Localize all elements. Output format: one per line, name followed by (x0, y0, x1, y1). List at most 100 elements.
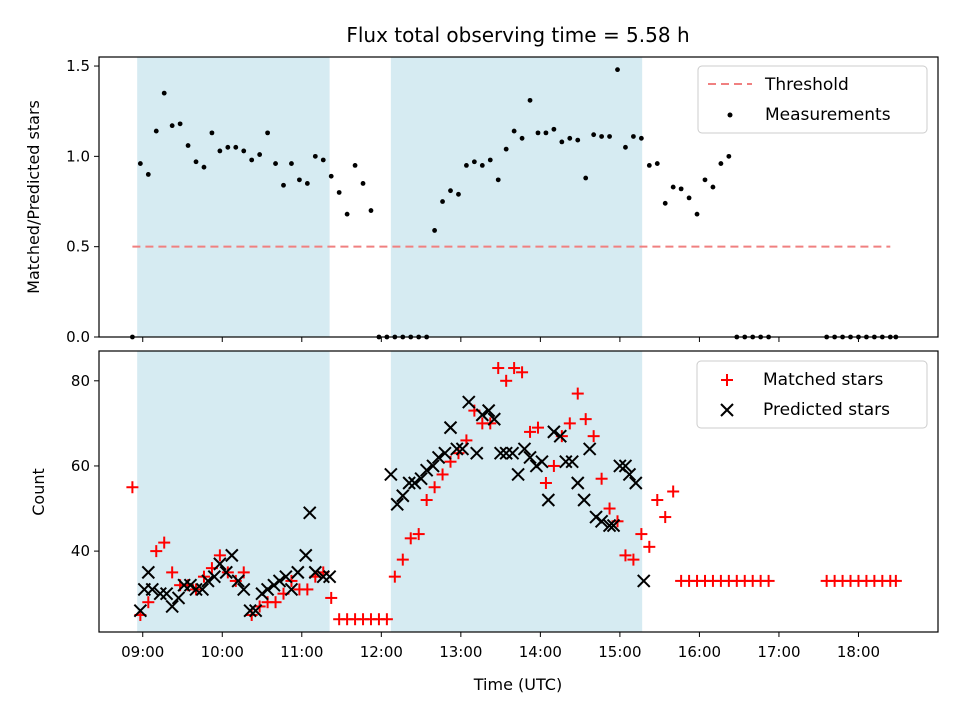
predicted-star-point (213, 557, 227, 571)
predicted-star-point (237, 582, 251, 597)
predicted-star-stroke (481, 403, 496, 418)
predicted-star-stroke (622, 467, 637, 482)
predicted-star-point (260, 582, 275, 597)
measurement-point (440, 199, 445, 204)
measurement-point (137, 161, 143, 166)
predicted-star-point (629, 476, 643, 490)
chart-title: Flux total observing time = 5.58 h (346, 23, 689, 47)
measurement-point (535, 130, 541, 136)
measurement-point (615, 67, 620, 73)
predicted-star-point (475, 408, 490, 422)
bottom-plot-frame (98, 350, 939, 633)
predicted-star-stroke (547, 425, 561, 439)
predicted-star-point (426, 459, 440, 473)
matched-star-point (213, 549, 226, 562)
matched-star-point (579, 413, 592, 426)
predicted-star-point (455, 442, 470, 456)
predicted-star-stroke (308, 565, 323, 580)
top-plot-frame (98, 56, 939, 338)
predicted-star-point (462, 395, 476, 409)
predicted-star-stroke (511, 467, 525, 482)
predicted-star-point (207, 569, 222, 584)
predicted-star-stroke (303, 506, 317, 520)
measurement-point (249, 157, 255, 163)
matched-star-point (412, 528, 425, 541)
matched-star-point (388, 570, 401, 583)
predicted-star-point (316, 569, 330, 584)
measurement-point (646, 162, 652, 168)
measurement-point (710, 184, 716, 190)
predicted-star-stroke (165, 599, 179, 614)
matched-star-point (524, 425, 537, 438)
bottom-xtick-label: 10:00 (201, 643, 244, 661)
predicted-star-stroke (450, 442, 464, 456)
predicted-star-point (177, 578, 191, 592)
bottom-ytick-label: 40 (71, 542, 90, 560)
top-legend: Threshold Measurements (697, 65, 928, 134)
predicted-star-point (133, 604, 148, 618)
measurement-point (177, 121, 183, 127)
measurement-point (281, 182, 286, 188)
bottom-xtick-label: 13:00 (439, 643, 482, 661)
measurement-point (559, 139, 565, 145)
matched-star-point (436, 468, 449, 481)
bottom-xtick-label: 11:00 (280, 643, 323, 661)
bottom-ytick-label: 80 (71, 372, 90, 390)
measurement-point (686, 195, 692, 201)
matched-star-point (221, 566, 234, 579)
top-shade-0 (137, 57, 330, 337)
predicted-star-stroke (577, 493, 591, 507)
predicted-star-point (299, 548, 313, 563)
predicted-star-stroke (189, 582, 203, 597)
bottom-xtick-label: 12:00 (360, 643, 403, 661)
bottom-shade-1 (390, 351, 643, 632)
predicted-star-point (637, 574, 651, 588)
measurement-point (583, 175, 589, 181)
measurement-point (591, 132, 597, 138)
measurement-point (432, 228, 437, 233)
predicted-star-stroke (219, 565, 233, 580)
matched-star-point (547, 459, 560, 472)
predicted-star-point (493, 446, 508, 460)
predicted-star-point (553, 429, 567, 443)
predicted-star-stroke (606, 518, 621, 533)
measurement-point (169, 123, 175, 129)
predicted-star-point (470, 446, 484, 460)
matched-star-point (380, 613, 393, 626)
predicted-star-stroke (396, 489, 410, 503)
predicted-star-point (291, 565, 305, 580)
measurement-point (225, 144, 231, 150)
bottom-xtick-label: 15:00 (598, 643, 641, 661)
predicted-star-stroke (426, 459, 440, 473)
predicted-star-stroke (559, 454, 573, 469)
bottom-xlabel: Time (UTC) (473, 675, 562, 694)
predicted-star-stroke (299, 548, 313, 563)
measurement-point (352, 162, 358, 168)
predicted-star-point (419, 463, 434, 477)
measurement-point (702, 177, 708, 183)
measurement-point (328, 173, 334, 179)
measurement-point (726, 153, 732, 159)
measurement-point (464, 162, 469, 168)
predicted-star-stroke (402, 476, 416, 490)
predicted-star-stroke (272, 574, 287, 588)
matched-star-point (587, 430, 600, 443)
matched-star-point (651, 494, 664, 507)
measurement-point (304, 181, 310, 186)
matched-star-point (889, 574, 902, 587)
measurement-point (670, 184, 676, 190)
measurement-point (368, 208, 374, 213)
measurement-point (519, 135, 525, 141)
predicted-star-point (594, 514, 609, 529)
predicted-star-stroke (177, 578, 191, 592)
measurement-point (344, 211, 350, 217)
measurement-point (654, 161, 660, 166)
predicted-star-stroke (279, 569, 293, 584)
predicted-star-stroke (195, 582, 210, 597)
legend-matched-label: Matched stars (763, 370, 883, 390)
predicted-star-stroke (493, 446, 508, 460)
bottom-legend: Matched stars Predicted stars (696, 360, 928, 429)
measurement-point (694, 211, 700, 217)
measurement-point (479, 162, 485, 168)
